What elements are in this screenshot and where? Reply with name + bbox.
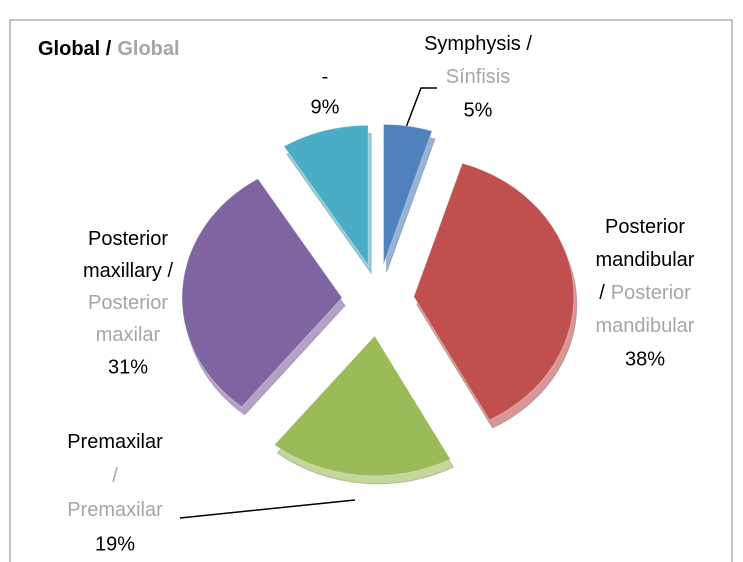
slice [413, 162, 575, 421]
label-part: mandibular [596, 315, 695, 337]
leader-line [179, 499, 356, 519]
slice-label: mandibular [596, 315, 695, 337]
value-label: 38% [625, 348, 665, 370]
title-part: Global [117, 38, 179, 60]
slice-label: Premaxilar [67, 499, 163, 521]
slice [283, 124, 369, 267]
label-part: Premaxilar [67, 499, 163, 521]
slice [181, 178, 343, 408]
label-part: mandibular [596, 249, 695, 271]
label-part: Sínfisis [446, 66, 510, 88]
value-label: 31% [108, 356, 148, 378]
slice-label: Posterior [88, 292, 168, 314]
slice-label: Symphysis / [424, 33, 532, 55]
title-part: Global / [38, 38, 112, 60]
slice [273, 335, 452, 477]
label-part: maxillary / [83, 260, 173, 282]
value-label: 19% [95, 533, 135, 555]
label-part: Symphysis / [424, 33, 532, 55]
label-part: Premaxilar [67, 431, 163, 453]
slice-label: - [322, 66, 329, 88]
slice [383, 123, 433, 265]
chart-title: Global / Global [38, 38, 180, 60]
slice-label: Premaxilar [67, 431, 163, 453]
label-part: Posterior [605, 216, 685, 238]
slice-label: maxillary / [83, 260, 173, 282]
slice-label: Posterior [605, 216, 685, 238]
slice-label: Posterior [88, 228, 168, 250]
label-part: / [112, 465, 118, 487]
label-part: Posterior [88, 228, 168, 250]
slice-label: maxilar [96, 324, 161, 346]
label-part: Posterior [611, 282, 691, 304]
slice-label: mandibular [596, 249, 695, 271]
value-label: 9% [311, 96, 340, 118]
label-part: / [599, 282, 605, 304]
label-part: maxilar [96, 324, 161, 346]
label-part: - [322, 66, 329, 88]
value-label: 5% [464, 99, 493, 121]
label-part: Posterior [88, 292, 168, 314]
leader-line [404, 87, 437, 131]
slice-label: / [112, 465, 118, 487]
slice-label: / Posterior [599, 282, 691, 304]
slice-label: Sínfisis [446, 66, 510, 88]
